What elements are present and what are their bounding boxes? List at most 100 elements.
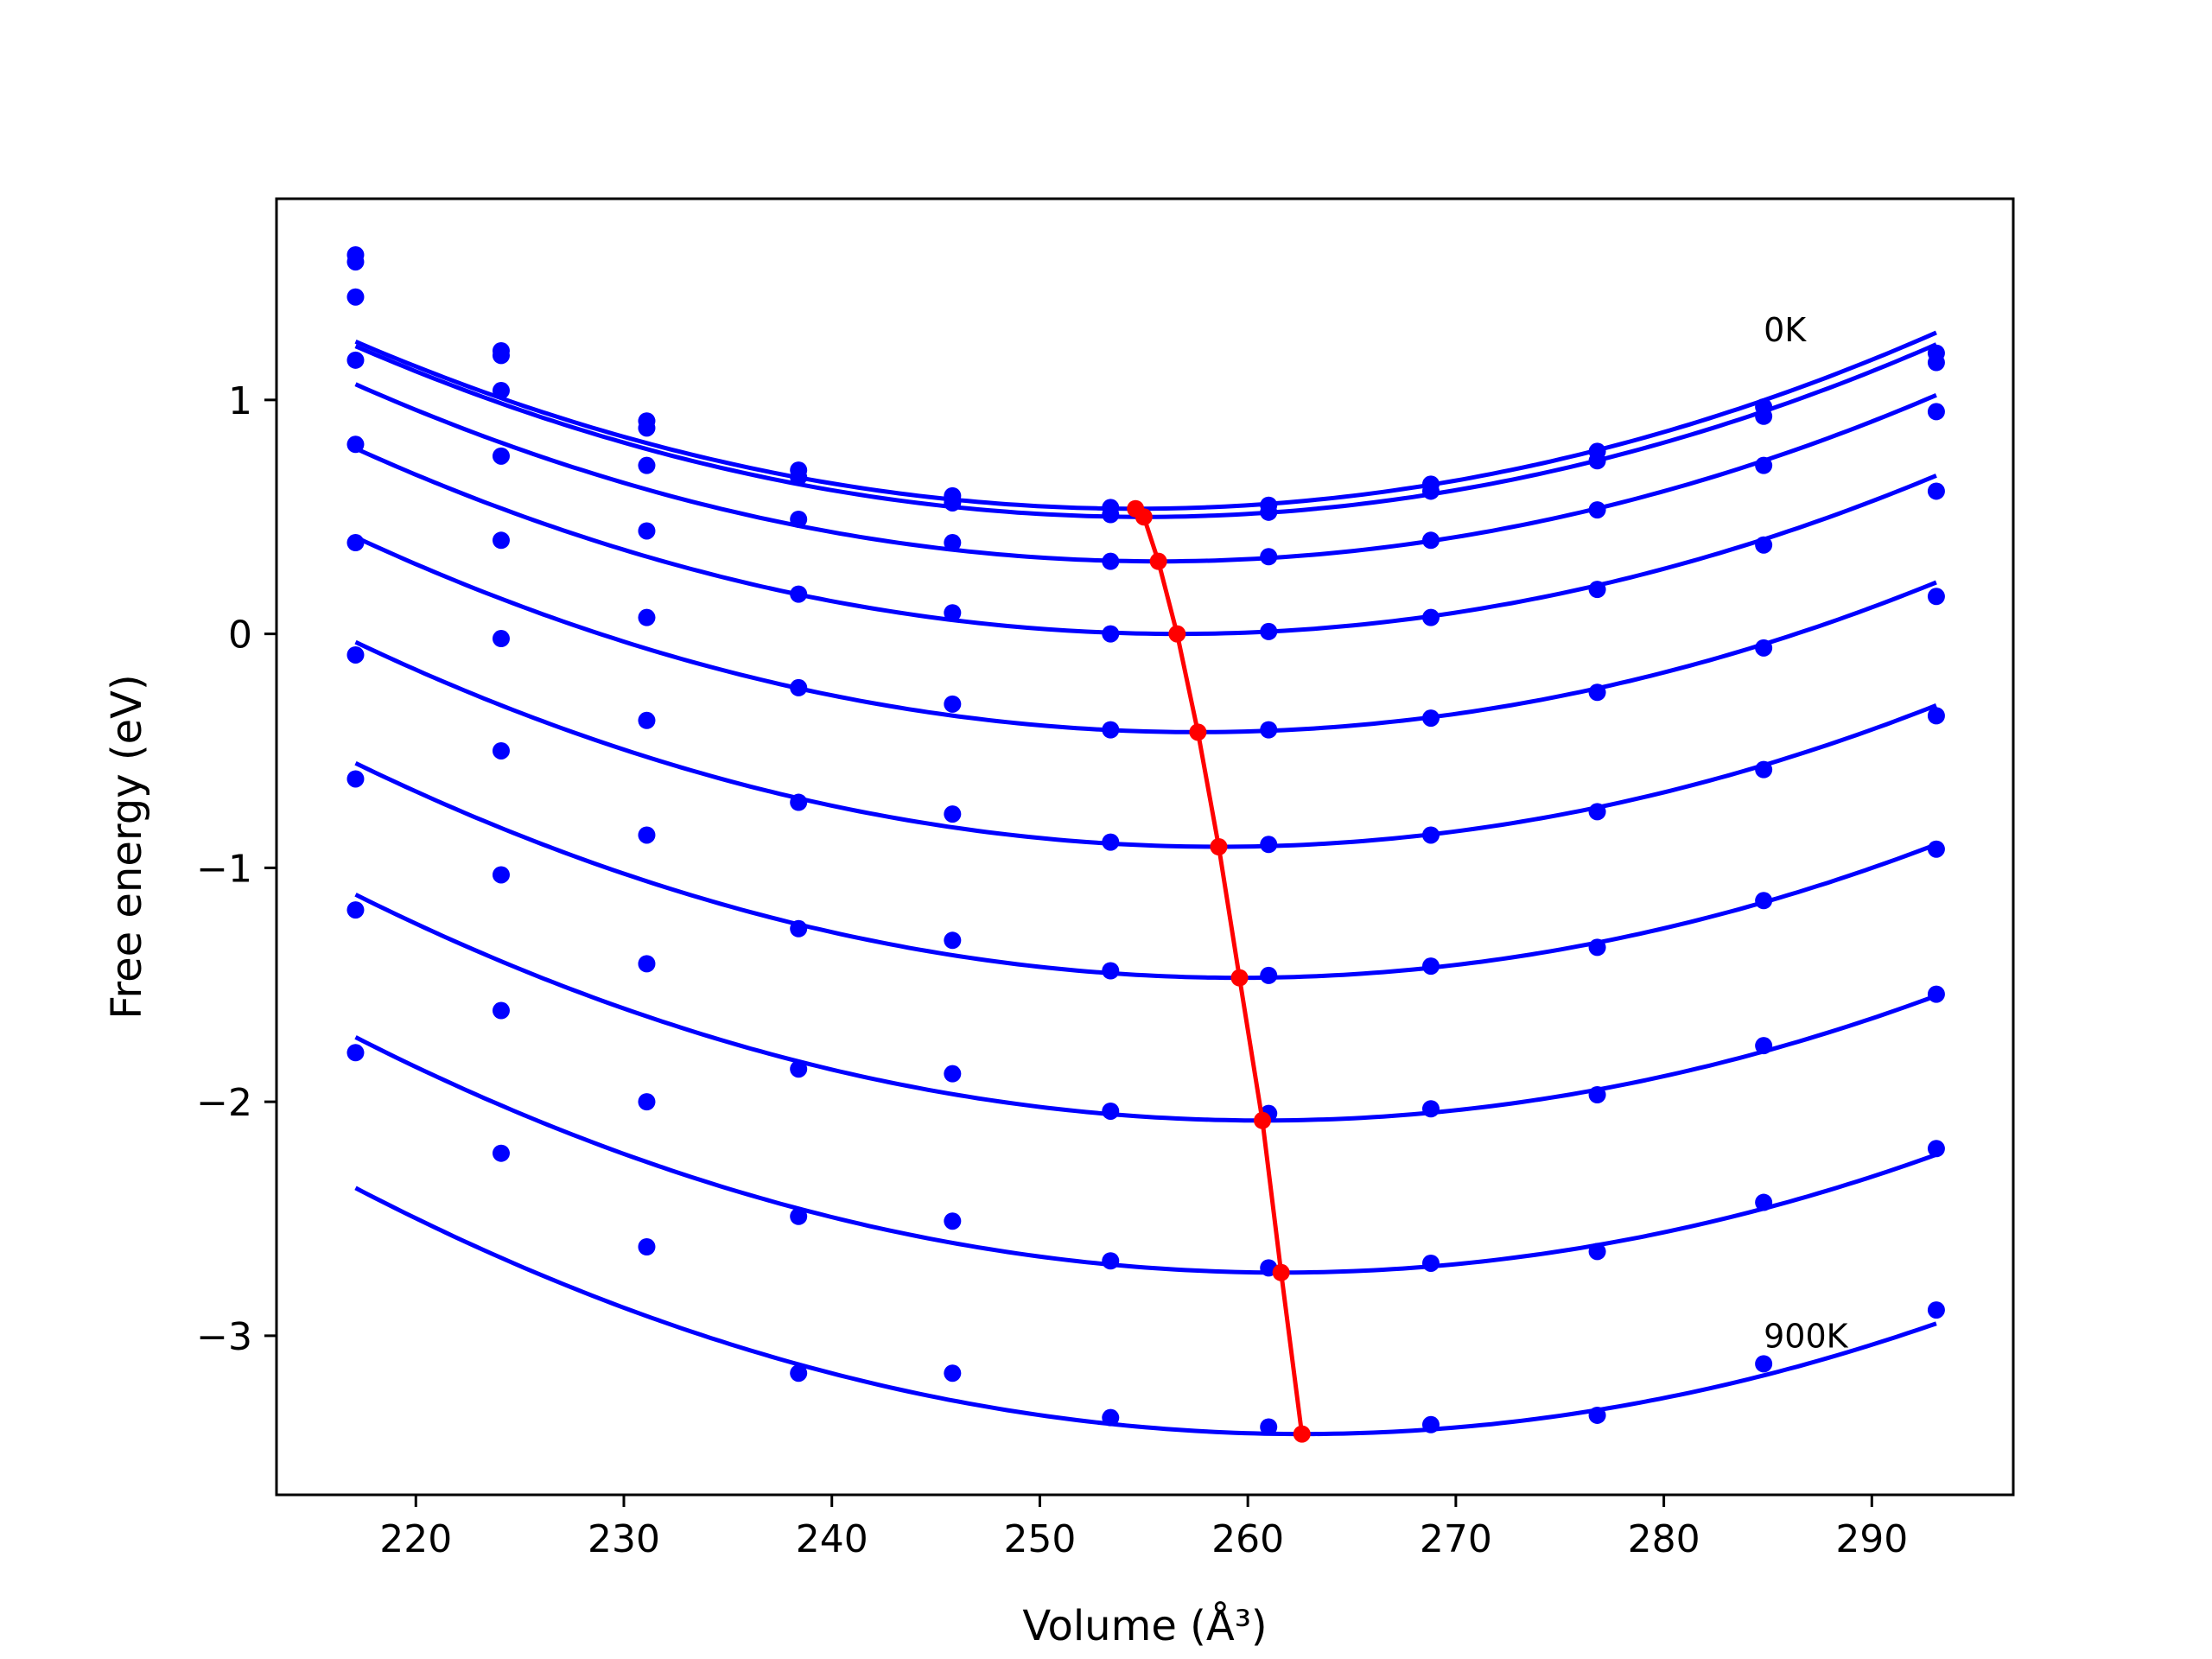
fit-curve-8 — [354, 893, 1937, 1123]
y-tick-label-1: 0 — [228, 613, 252, 658]
data-point-s9-10 — [1755, 1193, 1773, 1211]
data-point-s9-8 — [1421, 1254, 1440, 1272]
data-point-s5-7 — [1260, 721, 1278, 739]
data-point-s7-10 — [1755, 892, 1773, 910]
data-points — [346, 245, 1945, 1436]
data-point-s9-6 — [1102, 1252, 1120, 1270]
data-point-s10-9 — [1588, 1406, 1606, 1424]
data-point-s5-1 — [346, 435, 365, 454]
data-point-s4-3 — [638, 522, 656, 540]
data-point-s8-5 — [944, 1065, 962, 1083]
x-tick-label-270: 270 — [1420, 1517, 1492, 1561]
data-point-s4-9 — [1588, 581, 1606, 599]
data-point-s7-9 — [1588, 938, 1606, 957]
data-point-s10-11 — [1927, 1301, 1945, 1319]
data-point-s7-11 — [1927, 840, 1945, 858]
data-point-s10-6 — [1102, 1408, 1120, 1427]
fit-curve-9 — [354, 1035, 1937, 1275]
data-point-s7-5 — [944, 931, 962, 950]
x-tick-label-230: 230 — [588, 1517, 660, 1561]
minima-point-3 — [1149, 552, 1167, 570]
data-point-s8-8 — [1421, 1100, 1440, 1118]
data-point-s4-1 — [346, 351, 365, 369]
data-point-s8-1 — [346, 770, 365, 788]
data-point-s10-5 — [944, 1364, 962, 1382]
data-point-s9-4 — [790, 1207, 808, 1225]
data-point-s2-3 — [638, 419, 656, 437]
data-point-s6-4 — [790, 793, 808, 811]
data-point-s2-11 — [1927, 353, 1945, 372]
data-point-s4-2 — [492, 447, 510, 465]
data-point-s10-7 — [1260, 1418, 1278, 1436]
data-point-s4-10 — [1755, 536, 1773, 554]
data-point-s9-11 — [1927, 1140, 1945, 1158]
data-point-s5-2 — [492, 531, 510, 550]
data-point-s8-11 — [1927, 985, 1945, 1003]
data-point-s5-4 — [790, 678, 808, 696]
data-point-s7-7 — [1260, 966, 1278, 984]
data-point-s8-10 — [1755, 1037, 1773, 1055]
x-tick-label-260: 260 — [1211, 1517, 1284, 1561]
data-point-s3-3 — [638, 456, 656, 474]
data-point-s4-8 — [1421, 608, 1440, 626]
minima-point-9 — [1272, 1263, 1290, 1281]
fit-curve-5 — [354, 535, 1937, 734]
data-point-s9-1 — [346, 901, 365, 919]
data-point-s4-5 — [944, 604, 962, 622]
data-point-s10-8 — [1421, 1415, 1440, 1433]
minima-series — [1127, 499, 1311, 1443]
data-point-s6-3 — [638, 711, 656, 729]
data-point-s6-2 — [492, 630, 510, 648]
data-point-s2-6 — [1102, 505, 1120, 524]
data-point-s9-5 — [944, 1212, 962, 1230]
data-point-s3-8 — [1421, 531, 1440, 550]
data-point-s9-9 — [1588, 1243, 1606, 1261]
data-point-s7-6 — [1102, 962, 1120, 980]
data-point-s2-10 — [1755, 407, 1773, 425]
fit-curve-6 — [354, 639, 1937, 849]
data-point-s10-3 — [638, 1237, 656, 1255]
data-point-s10-4 — [790, 1364, 808, 1382]
data-point-s3-11 — [1927, 403, 1945, 421]
data-point-s8-2 — [492, 866, 510, 884]
data-point-s4-4 — [790, 585, 808, 603]
data-point-s7-3 — [638, 826, 656, 844]
fit-curves — [354, 330, 1937, 1437]
minima-point-5 — [1189, 723, 1207, 741]
data-point-s2-1 — [346, 253, 365, 271]
data-point-s10-1 — [346, 1044, 365, 1062]
minima-point-4 — [1168, 625, 1186, 643]
data-point-s8-9 — [1588, 1086, 1606, 1104]
data-point-s2-4 — [790, 468, 808, 486]
data-point-s4-7 — [1260, 622, 1278, 640]
data-point-s3-7 — [1260, 548, 1278, 566]
data-point-s9-2 — [492, 1001, 510, 1020]
data-point-s7-2 — [492, 741, 510, 760]
y-tick-label-4: −3 — [196, 1315, 252, 1359]
data-point-s7-1 — [346, 645, 365, 664]
fit-curve-7 — [354, 760, 1937, 981]
x-axis-ticks: 220 230 240 250 260 270 280 290 — [379, 1495, 1908, 1561]
data-point-s6-9 — [1588, 803, 1606, 821]
data-point-s10-2 — [492, 1144, 510, 1162]
data-point-s8-3 — [638, 955, 656, 973]
data-point-s3-10 — [1755, 456, 1773, 474]
data-point-s7-8 — [1421, 957, 1440, 976]
data-point-s6-1 — [346, 534, 365, 552]
x-tick-label-240: 240 — [796, 1517, 868, 1561]
data-point-s3-2 — [492, 382, 510, 400]
fit-curve-3 — [354, 382, 1937, 564]
y-axis-ticks: 1 0 −1 −2 −3 — [196, 379, 276, 1359]
minima-point-6 — [1210, 838, 1228, 855]
minima-point-7 — [1230, 969, 1249, 987]
data-point-s5-10 — [1755, 639, 1773, 657]
x-tick-label-220: 220 — [379, 1517, 452, 1561]
data-point-s2-7 — [1260, 503, 1278, 521]
data-point-s10-10 — [1755, 1355, 1773, 1373]
data-point-s5-11 — [1927, 588, 1945, 606]
data-point-s3-5 — [944, 534, 962, 552]
data-point-s5-9 — [1588, 683, 1606, 702]
x-tick-label-280: 280 — [1628, 1517, 1700, 1561]
